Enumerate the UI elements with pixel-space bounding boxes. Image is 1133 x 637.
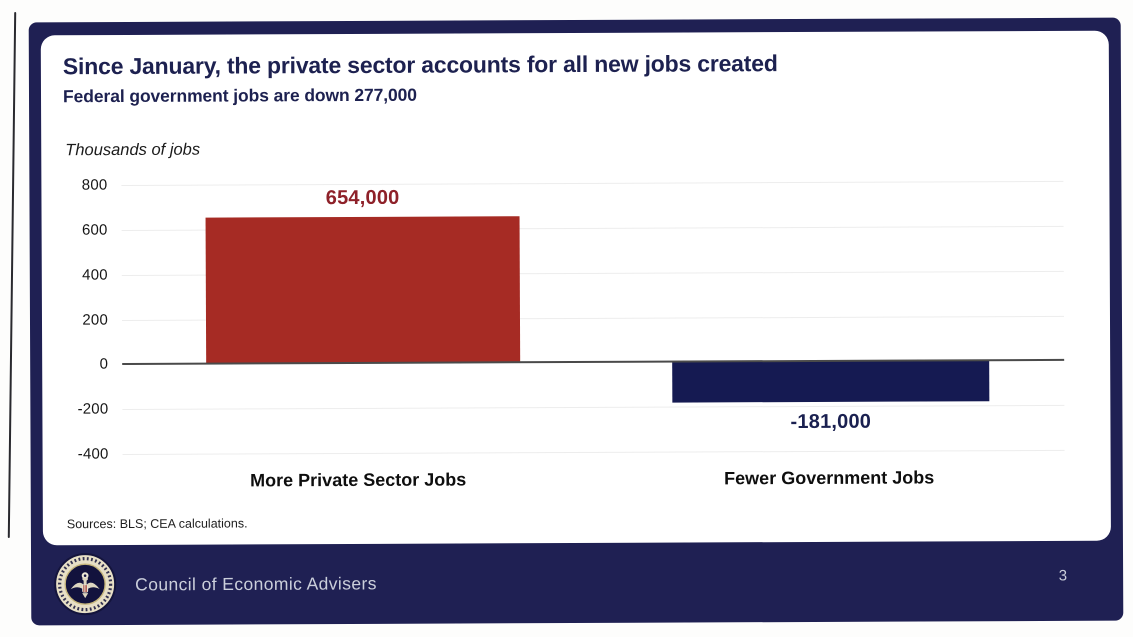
y-tick-label: 400 <box>82 266 108 284</box>
bar-0 <box>205 215 521 364</box>
sources-note: Sources: BLS; CEA calculations. <box>66 516 248 532</box>
photo-edge-line <box>7 12 17 538</box>
bar-1 <box>672 360 989 403</box>
bar-chart: Thousands of jobs 800 600 400 200 0 -200 -400 … <box>41 31 1109 490</box>
gridline <box>121 180 1064 186</box>
y-tick-label: 600 <box>81 221 108 239</box>
category-labels: More Private Sector Jobs Fewer Government… <box>123 467 1065 492</box>
plot-area: 654,000 -181,000 <box>121 180 1065 455</box>
executive-office-seal-icon <box>54 553 117 616</box>
slide-content-card: Since January, the private sector accoun… <box>40 30 1111 546</box>
slide-frame: Since January, the private sector accoun… <box>28 17 1124 626</box>
gridline <box>122 449 1065 455</box>
slide-subtitle: Federal government jobs are down 277,000 <box>62 84 417 107</box>
y-tick-label: -400 <box>77 445 109 463</box>
footer-organization: Council of Economic Advisers <box>135 573 377 595</box>
y-tick-label: -200 <box>77 400 109 418</box>
y-axis-title: Thousands of jobs <box>65 140 201 160</box>
gridline <box>122 405 1065 411</box>
y-tick-label: 200 <box>82 311 109 329</box>
y-tick-label: 0 <box>99 355 109 373</box>
page-number: 3 <box>1058 567 1068 585</box>
category-label: Fewer Government Jobs <box>724 467 935 489</box>
bar-value-label: -181,000 <box>790 410 872 433</box>
footer-bar: Council of Economic Advisers 3 <box>31 541 1123 626</box>
category-label: More Private Sector Jobs <box>250 469 467 491</box>
slide-title: Since January, the private sector accoun… <box>62 50 778 80</box>
y-tick-label: 800 <box>81 176 108 194</box>
y-axis-labels: 800 600 400 200 0 -200 -400 <box>41 177 118 463</box>
bar-value-label: 654,000 <box>325 186 400 209</box>
